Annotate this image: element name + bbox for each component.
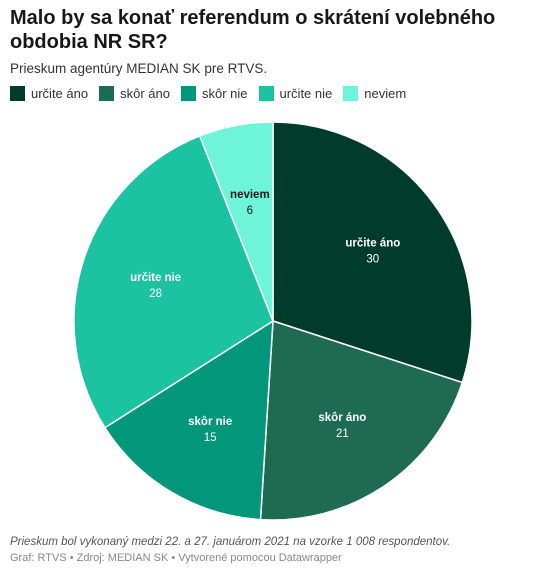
legend-swatch-skor-nie xyxy=(180,85,196,101)
credit-line: Graf: RTVS • Zdroj: MEDIAN SK • Vytvoren… xyxy=(10,552,342,564)
legend-label-urcite-ano: určite áno xyxy=(31,85,89,101)
slice-label-skor-nie: skôr nie 15 xyxy=(188,416,232,444)
slice-label-urcite-ano: určite áno 30 xyxy=(345,237,400,265)
slice-label-name: neviem xyxy=(230,189,270,201)
legend-label-neviem: neviem xyxy=(364,85,407,101)
slice-label-value: 15 xyxy=(204,432,217,444)
legend-swatch-urcite-nie xyxy=(258,85,274,101)
legend-swatch-urcite-ano xyxy=(10,85,25,101)
slice-label-skor-ano: skôr áno 21 xyxy=(318,412,366,440)
pie-slice-urcite-nie xyxy=(73,134,274,429)
slice-label-urcite-nie: určite nie 28 xyxy=(130,272,181,300)
legend-item-skor-nie: skôr nie xyxy=(180,85,248,101)
slice-label-value: 6 xyxy=(247,205,253,217)
pie-labels: určite áno 30 skôr áno 21 skôr nie 15 určite n… xyxy=(130,189,400,444)
slice-label-value: 30 xyxy=(366,253,379,265)
footnote: Prieskum bol vykonaný medzi 22. a 27. ja… xyxy=(10,536,451,548)
slice-label-name: skôr áno xyxy=(318,412,366,424)
pie-slice-skor-nie xyxy=(103,319,274,521)
pie-slice-urcite-ano xyxy=(272,121,473,384)
legend-label-skor-ano: skôr áno xyxy=(120,85,170,101)
slice-label-value: 21 xyxy=(336,428,349,440)
legend-swatch-skor-ano xyxy=(99,85,115,101)
legend-item-neviem: neviem xyxy=(343,85,407,101)
legend-label-urcite-nie: určite nie xyxy=(279,85,333,101)
chart-subtitle: Prieskum agentúry MEDIAN SK pre RTVS. xyxy=(10,61,268,76)
legend-item-urcite-ano: určite áno xyxy=(10,85,89,101)
slice-label-neviem: neviem 6 xyxy=(230,189,270,217)
legend-item-skor-ano: skôr áno xyxy=(99,85,170,101)
slice-label-value: 28 xyxy=(149,288,162,300)
legend: určite áno skôr áno skôr nie určite nie … xyxy=(10,84,417,102)
legend-item-urcite-nie: určite nie xyxy=(258,85,333,101)
pie-slice-neviem xyxy=(198,121,274,322)
slice-label-name: skôr nie xyxy=(188,416,232,428)
legend-swatch-neviem xyxy=(343,85,359,101)
slice-label-name: určite áno xyxy=(345,237,400,249)
pie-slices xyxy=(73,121,473,521)
chart-title: Malo by sa konať referendum o skrátení v… xyxy=(10,7,496,53)
slice-label-name: určite nie xyxy=(130,272,181,284)
legend-label-skor-nie: skôr nie xyxy=(201,85,248,101)
pie-slice-skor-ano xyxy=(259,319,464,521)
